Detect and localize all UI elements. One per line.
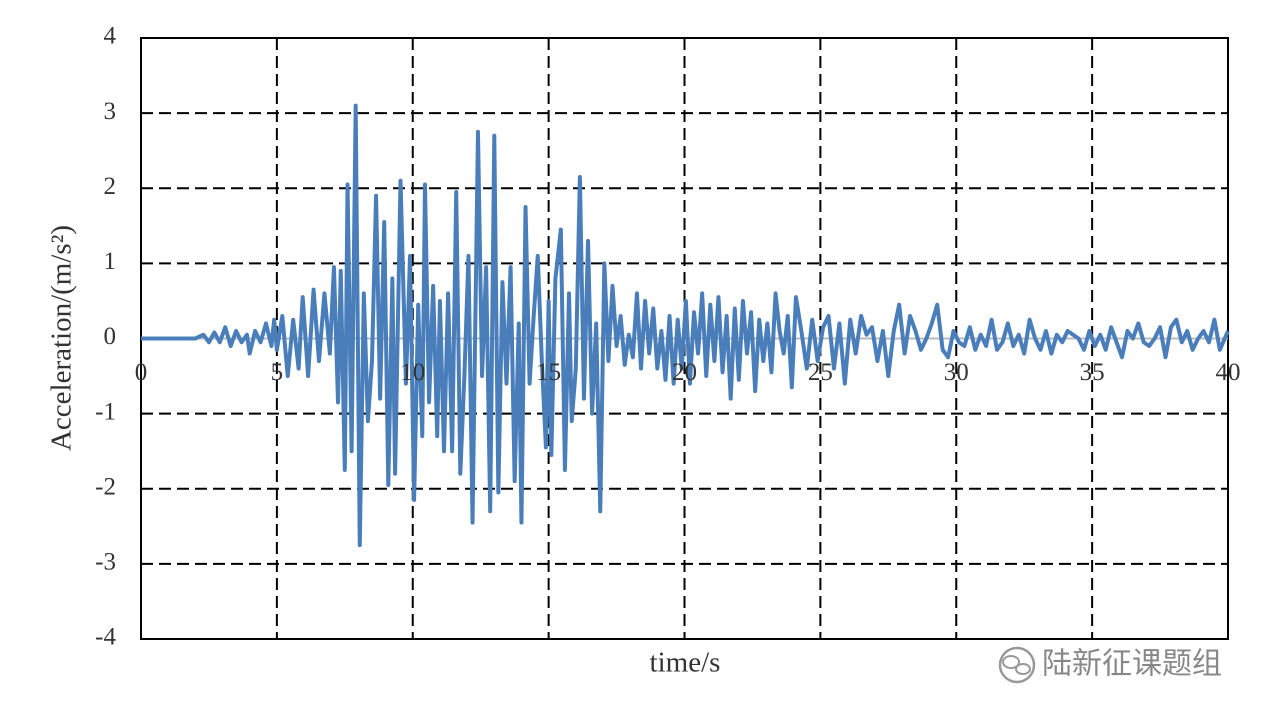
y-tick-label: 1 xyxy=(104,248,117,275)
x-tick-label: 10 xyxy=(400,359,425,386)
x-tick-label: 15 xyxy=(536,359,561,386)
x-tick-label: 0 xyxy=(135,359,148,386)
y-axis-title: Acceleration/(m/s²) xyxy=(46,225,78,451)
y-tick-label: -4 xyxy=(95,624,116,651)
y-tick-label: -1 xyxy=(95,398,116,425)
y-tick-label: 0 xyxy=(104,323,117,350)
watermark: 陆新征课题组 xyxy=(1042,647,1222,682)
x-axis-title: time/s xyxy=(650,647,721,679)
x-tick-label: 30 xyxy=(944,359,969,386)
watermark-icon xyxy=(998,646,1036,684)
x-tick-label: 35 xyxy=(1080,359,1105,386)
x-tick-label: 25 xyxy=(808,359,833,386)
data-line xyxy=(141,103,1230,548)
x-tick-label: 5 xyxy=(271,359,284,386)
x-tick-label: 20 xyxy=(672,359,697,386)
y-tick-label: -3 xyxy=(95,549,116,576)
y-tick-label: 4 xyxy=(104,23,117,50)
y-tick-label: 2 xyxy=(104,173,117,200)
x-tick-label: 40 xyxy=(1216,359,1241,386)
y-tick-label: 3 xyxy=(104,98,117,125)
y-tick-label: -2 xyxy=(95,473,116,500)
